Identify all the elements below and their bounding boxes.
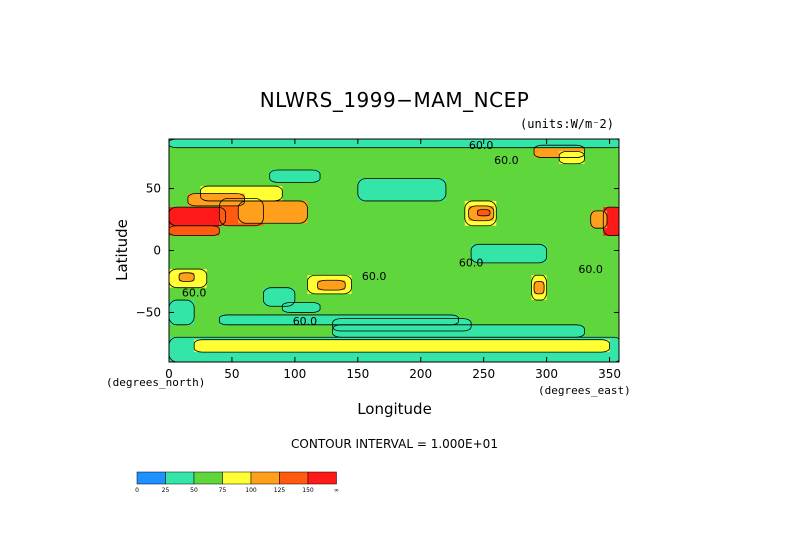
colorbar-swatch bbox=[222, 471, 252, 485]
heatmap-region bbox=[590, 210, 608, 229]
contour-lines bbox=[169, 139, 619, 362]
x-tick-label: 100 bbox=[283, 367, 306, 381]
colorbar-swatch bbox=[307, 471, 337, 485]
contour-line bbox=[602, 206, 619, 237]
contour-line bbox=[332, 324, 585, 338]
colorbar-level-label: 75 bbox=[219, 487, 227, 494]
heatmap-region bbox=[471, 244, 547, 263]
colorbar-level-label: 125 bbox=[274, 487, 286, 494]
heatmap-region bbox=[282, 302, 321, 313]
colorbar-swatch bbox=[279, 471, 309, 485]
heatmap-region bbox=[263, 287, 295, 307]
colorbar-level-label: 0 bbox=[135, 487, 139, 494]
contour-label: 60.0 bbox=[362, 270, 387, 283]
colorbar: 0 25 50 75 100 125 150 ∞ bbox=[135, 471, 339, 494]
heatmap-region bbox=[317, 280, 346, 291]
contour-line bbox=[476, 209, 491, 217]
heatmap-field bbox=[169, 139, 619, 362]
contour-line bbox=[281, 302, 321, 313]
contour-line bbox=[307, 274, 352, 295]
x-tick-label: 0 bbox=[165, 367, 173, 381]
units-label: (units:W/m⁻2) bbox=[520, 117, 614, 131]
chart-title: NLWRS_1999−MAM_NCEP bbox=[259, 88, 530, 112]
x-axis-label: Longitude bbox=[357, 400, 432, 418]
colorbar-swatch bbox=[250, 471, 280, 485]
contour-line bbox=[187, 193, 245, 207]
x-tick-label: 250 bbox=[472, 367, 495, 381]
heatmap-region bbox=[169, 207, 226, 226]
contour-label: 60.0 bbox=[459, 257, 484, 270]
colorbar-swatch bbox=[193, 471, 223, 485]
contour-line bbox=[169, 139, 619, 149]
y-tick-label: −50 bbox=[136, 305, 161, 319]
contour-line bbox=[169, 268, 208, 289]
heatmap-region bbox=[477, 209, 490, 216]
contour-line bbox=[263, 287, 296, 307]
contour-line bbox=[218, 314, 459, 326]
contour-line bbox=[357, 178, 447, 202]
heatmap-region bbox=[179, 272, 195, 282]
x-tick-label: 200 bbox=[409, 367, 432, 381]
contour-line bbox=[531, 274, 548, 301]
contour-line bbox=[464, 200, 497, 227]
contour-line bbox=[533, 281, 545, 295]
contour-label: 60.0 bbox=[469, 139, 494, 152]
colorbar-level-label: 100 bbox=[245, 487, 257, 494]
contour-line bbox=[470, 243, 548, 264]
heatmap-region bbox=[269, 169, 321, 183]
contour-line bbox=[468, 205, 495, 222]
contour-line bbox=[193, 339, 610, 353]
contour-label: 60.0 bbox=[182, 286, 207, 299]
x-axis-ticks: 0 50 100 150 200 250 300 350 bbox=[165, 139, 621, 381]
colorbar-level-label: 25 bbox=[162, 487, 170, 494]
heatmap-region bbox=[357, 178, 446, 201]
colorbar-swatch bbox=[165, 471, 195, 485]
contour-line bbox=[590, 210, 608, 229]
contour-line bbox=[269, 169, 321, 183]
contour-line bbox=[169, 225, 220, 237]
colorbar-swatch bbox=[136, 471, 166, 485]
heatmap-region bbox=[169, 225, 220, 236]
x-unit-note: (degrees_east) bbox=[538, 384, 631, 397]
contour-label: 60.0 bbox=[494, 154, 519, 167]
contour-line bbox=[558, 150, 585, 165]
heatmap-region bbox=[238, 200, 308, 224]
colorbar-level-label: ∞ bbox=[334, 487, 339, 494]
contour-label: 60.0 bbox=[293, 315, 318, 328]
contour-line bbox=[332, 318, 472, 332]
heatmap-region bbox=[194, 339, 610, 353]
heatmap-region bbox=[534, 281, 545, 294]
colorbar-level-label: 50 bbox=[190, 487, 198, 494]
x-tick-label: 150 bbox=[346, 367, 369, 381]
contour-label: 60.0 bbox=[578, 263, 603, 276]
contour-line bbox=[169, 299, 195, 326]
y-tick-label: 50 bbox=[146, 182, 161, 196]
contour-line bbox=[178, 272, 195, 282]
heatmap-region bbox=[187, 193, 245, 206]
contour-line bbox=[317, 279, 346, 291]
x-tick-label: 300 bbox=[535, 367, 558, 381]
contour-labels: 60.060.060.060.060.060.060.0 bbox=[182, 139, 603, 328]
y-unit-note: (degrees_north) bbox=[106, 376, 206, 389]
heatmap-region bbox=[603, 207, 619, 236]
contour-line bbox=[218, 198, 264, 227]
colorbar-level-label: 150 bbox=[302, 487, 314, 494]
contour-interval-label: CONTOUR INTERVAL = 1.000E+01 bbox=[291, 437, 498, 451]
y-axis-ticks: 50 0 −50 bbox=[136, 182, 619, 319]
y-tick-label: 0 bbox=[153, 244, 161, 258]
x-tick-label: 350 bbox=[598, 367, 621, 381]
x-tick-label: 50 bbox=[224, 367, 239, 381]
heatmap-region bbox=[169, 139, 619, 148]
